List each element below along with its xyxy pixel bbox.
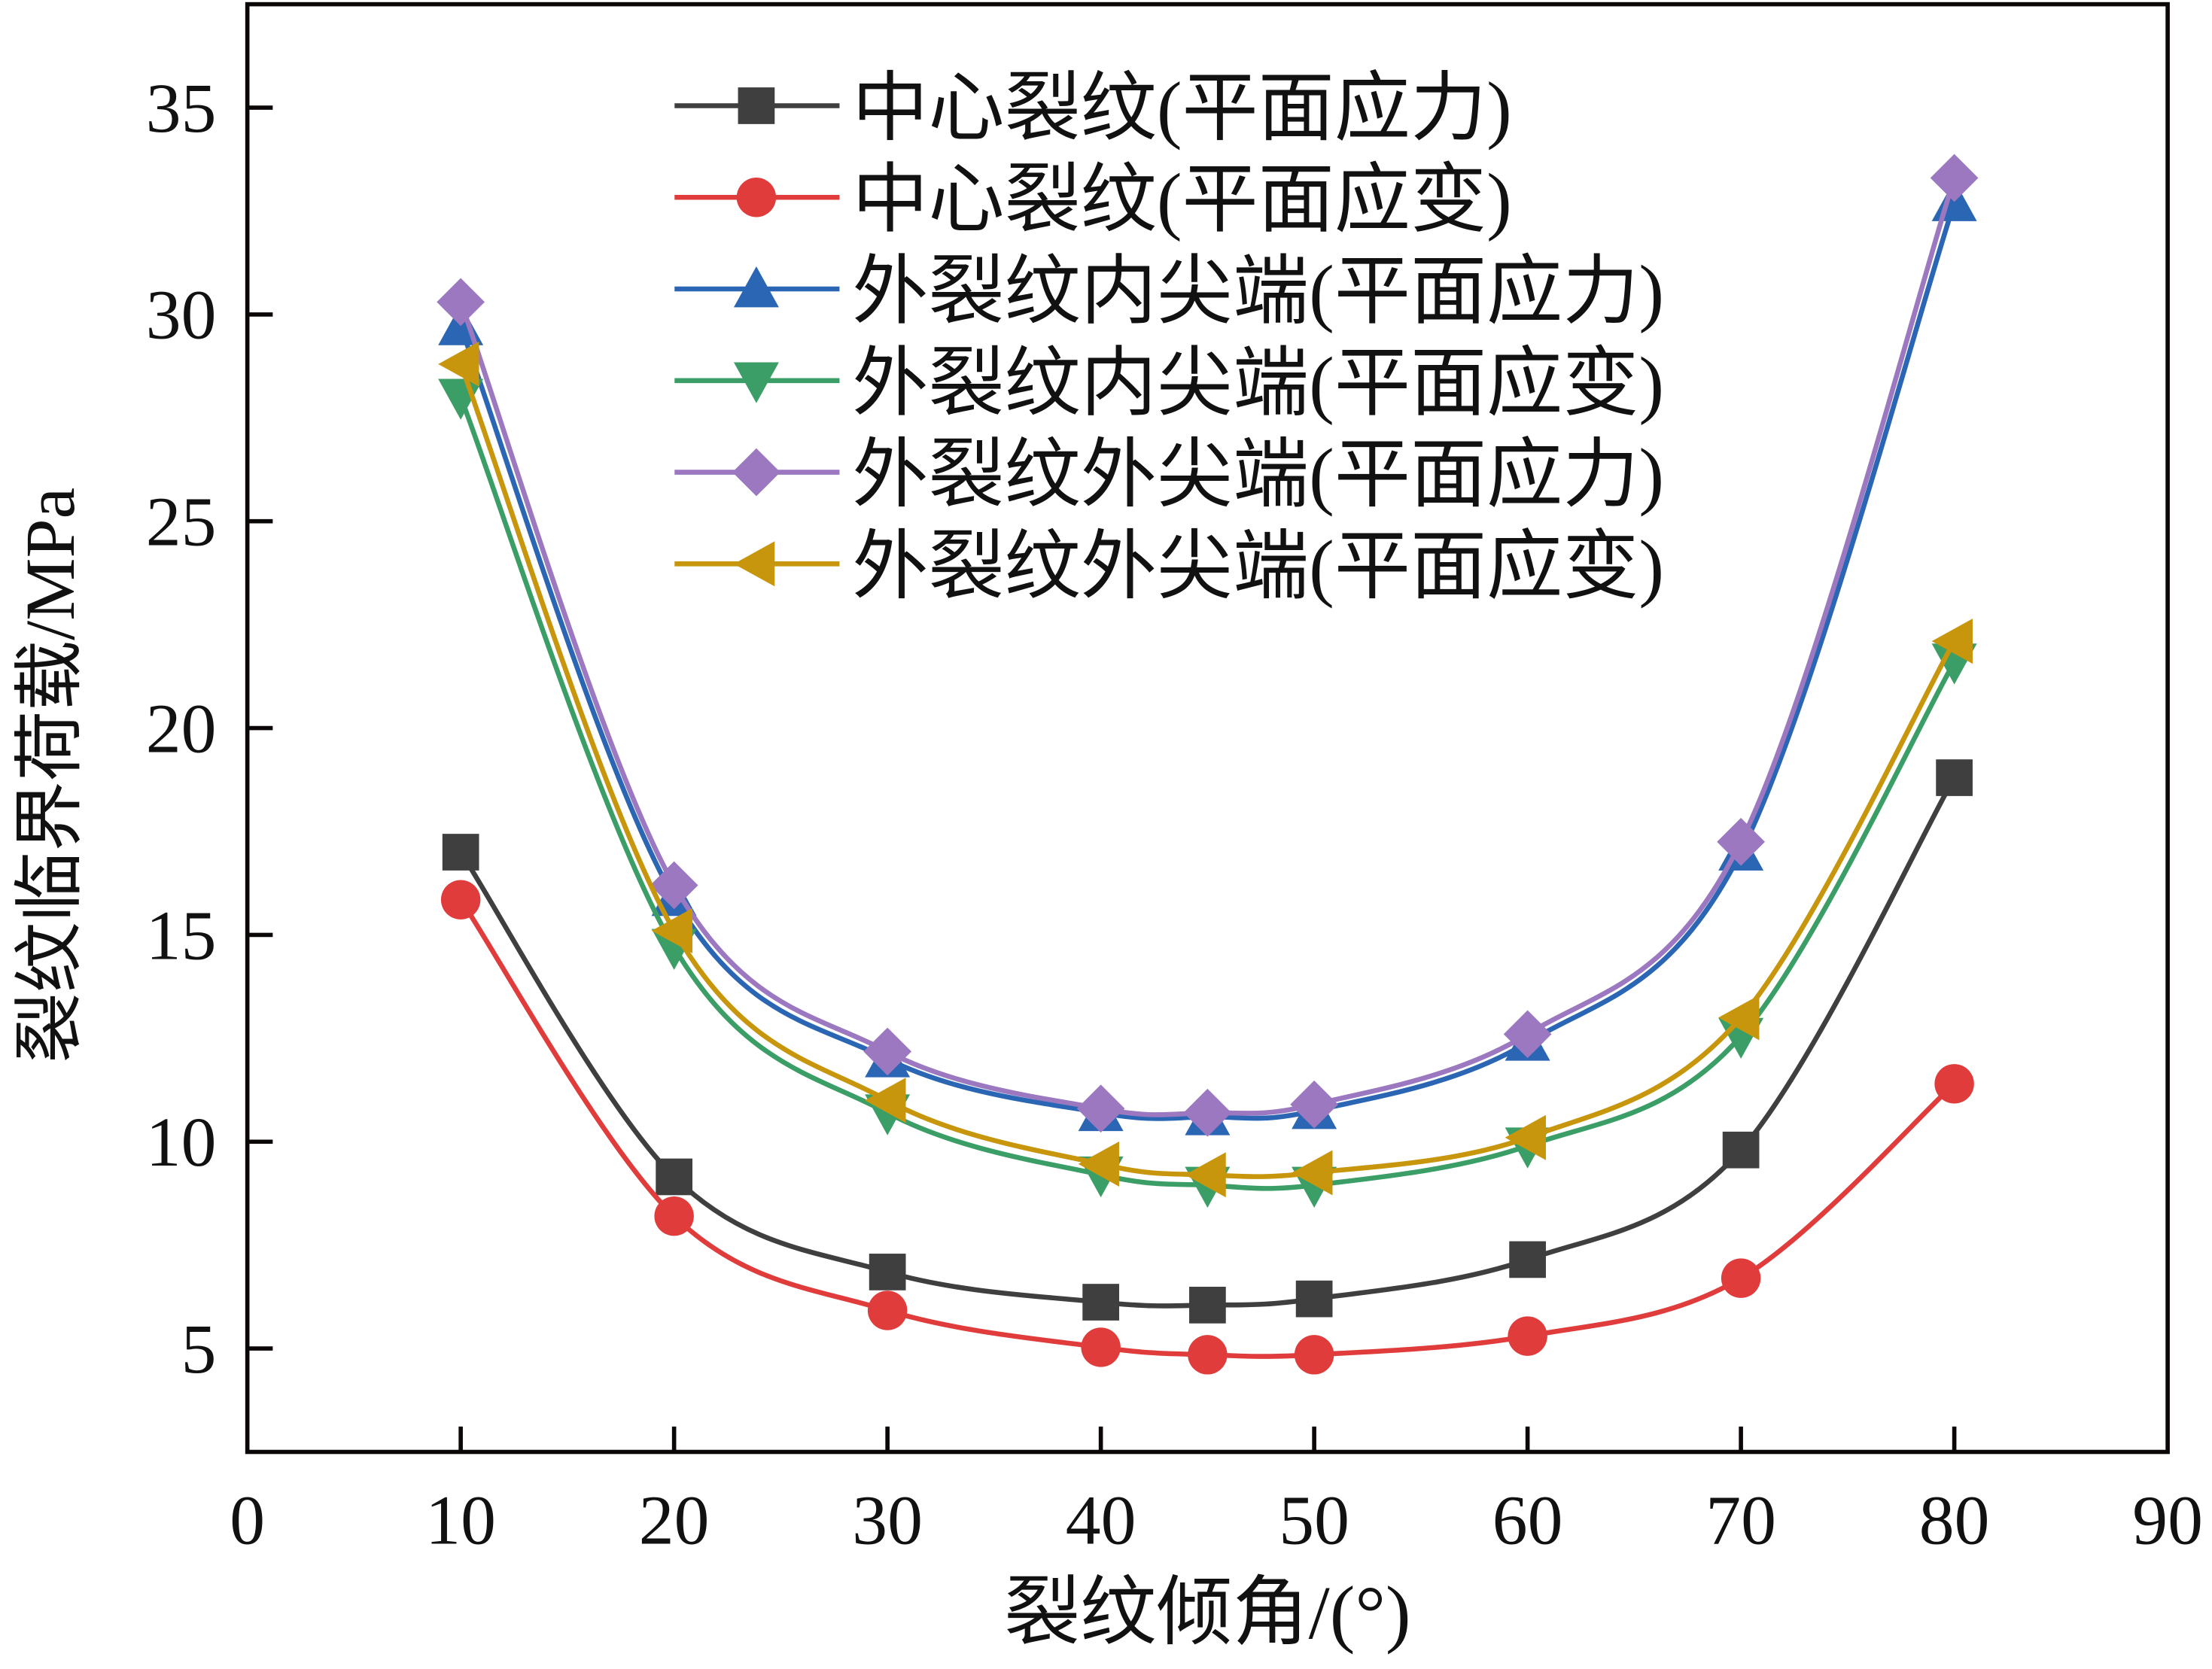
triangle-left-marker	[1718, 995, 1760, 1041]
legend-label: 外裂纹外尖端(平面应力)	[852, 433, 1664, 517]
diamond-marker	[732, 448, 780, 497]
y-tick-label: 20	[146, 690, 217, 768]
legend-label: 外裂纹内尖端(平面应力)	[852, 249, 1664, 333]
x-tick-label: 90	[2132, 1482, 2203, 1559]
square-marker	[1082, 1284, 1119, 1321]
square-marker	[1189, 1287, 1226, 1324]
y-tick-label: 5	[181, 1311, 217, 1388]
circle-marker	[1294, 1335, 1334, 1375]
square-marker	[869, 1254, 906, 1291]
legend-label: 外裂纹外尖端(平面应变)	[852, 524, 1664, 609]
square-marker	[1509, 1241, 1546, 1278]
plot-series	[437, 154, 1979, 1375]
x-tick-label: 10	[425, 1482, 496, 1559]
diamond-marker	[1930, 154, 1979, 202]
circle-marker	[440, 880, 481, 920]
square-marker	[1295, 1280, 1333, 1318]
square-marker	[738, 87, 775, 124]
circle-marker	[1721, 1258, 1761, 1298]
triangle-left-marker	[1505, 1114, 1546, 1160]
triangle-left-marker	[438, 341, 479, 387]
triangle-left-marker	[1185, 1152, 1226, 1198]
x-axis-label: 裂纹倾角/(°)	[1004, 1570, 1410, 1655]
series	[440, 880, 1974, 1375]
y-tick-label: 30	[146, 277, 217, 354]
legend-item: 外裂纹内尖端(平面应变)	[674, 341, 1664, 425]
legend-label: 外裂纹内尖端(平面应变)	[852, 341, 1664, 425]
square-marker	[1722, 1131, 1760, 1169]
x-tick-label: 60	[1492, 1482, 1563, 1559]
triangle-left-marker	[1931, 619, 1973, 664]
legend-item: 外裂纹外尖端(平面应变)	[674, 524, 1664, 609]
x-tick-label: 40	[1066, 1482, 1136, 1559]
legend-item: 中心裂纹(平面应变)	[674, 158, 1512, 242]
circle-marker	[654, 1196, 694, 1236]
series-line	[458, 202, 1957, 1121]
circle-marker	[1188, 1335, 1228, 1375]
x-tick-label: 70	[1705, 1482, 1776, 1559]
legend: 中心裂纹(平面应力)中心裂纹(平面应变)外裂纹内尖端(平面应力)外裂纹内尖端(平…	[674, 66, 1664, 609]
square-marker	[1936, 759, 1973, 796]
legend-label: 中心裂纹(平面应力)	[852, 66, 1512, 150]
y-tick-label: 35	[146, 70, 217, 147]
circle-marker	[1081, 1327, 1121, 1367]
y-axis-label: 裂纹临界荷载/MPa	[12, 488, 90, 1063]
legend-item: 中心裂纹(平面应力)	[674, 66, 1512, 150]
triangle-up-marker	[733, 266, 779, 308]
triangle-left-marker	[1078, 1141, 1119, 1187]
legend-label: 中心裂纹(平面应变)	[852, 158, 1512, 242]
x-tick-label: 30	[852, 1482, 923, 1559]
x-tick-label: 0	[230, 1482, 265, 1559]
square-marker	[442, 834, 479, 871]
circle-marker	[736, 178, 777, 217]
triangle-left-marker	[1292, 1150, 1333, 1196]
series	[442, 759, 1973, 1324]
square-marker	[656, 1158, 692, 1196]
diamond-marker	[437, 278, 485, 327]
legend-item: 外裂纹内尖端(平面应力)	[674, 249, 1664, 333]
diamond-marker	[1183, 1088, 1232, 1137]
triangle-left-marker	[651, 907, 692, 953]
y-tick-label: 25	[146, 484, 217, 561]
y-tick-label: 15	[146, 897, 217, 974]
triangle-left-marker	[733, 541, 775, 587]
circle-marker	[1508, 1316, 1547, 1356]
x-tick-label: 80	[1919, 1482, 1990, 1559]
axis-ticks: 0 10 20 30 40 50 60 70 80 90 5 10 15 20 25 30 35	[146, 70, 2203, 1559]
triangle-down-marker	[733, 362, 779, 403]
circle-marker	[867, 1291, 908, 1330]
series	[438, 341, 1973, 1198]
legend-item: 外裂纹外尖端(平面应力)	[674, 433, 1664, 517]
x-tick-label: 50	[1279, 1482, 1349, 1559]
triangle-left-marker	[865, 1078, 906, 1123]
y-tick-label: 10	[146, 1104, 217, 1181]
circle-marker	[1934, 1064, 1974, 1104]
diamond-marker	[650, 861, 698, 910]
x-tick-label: 20	[639, 1482, 710, 1559]
diamond-marker	[1717, 817, 1765, 866]
